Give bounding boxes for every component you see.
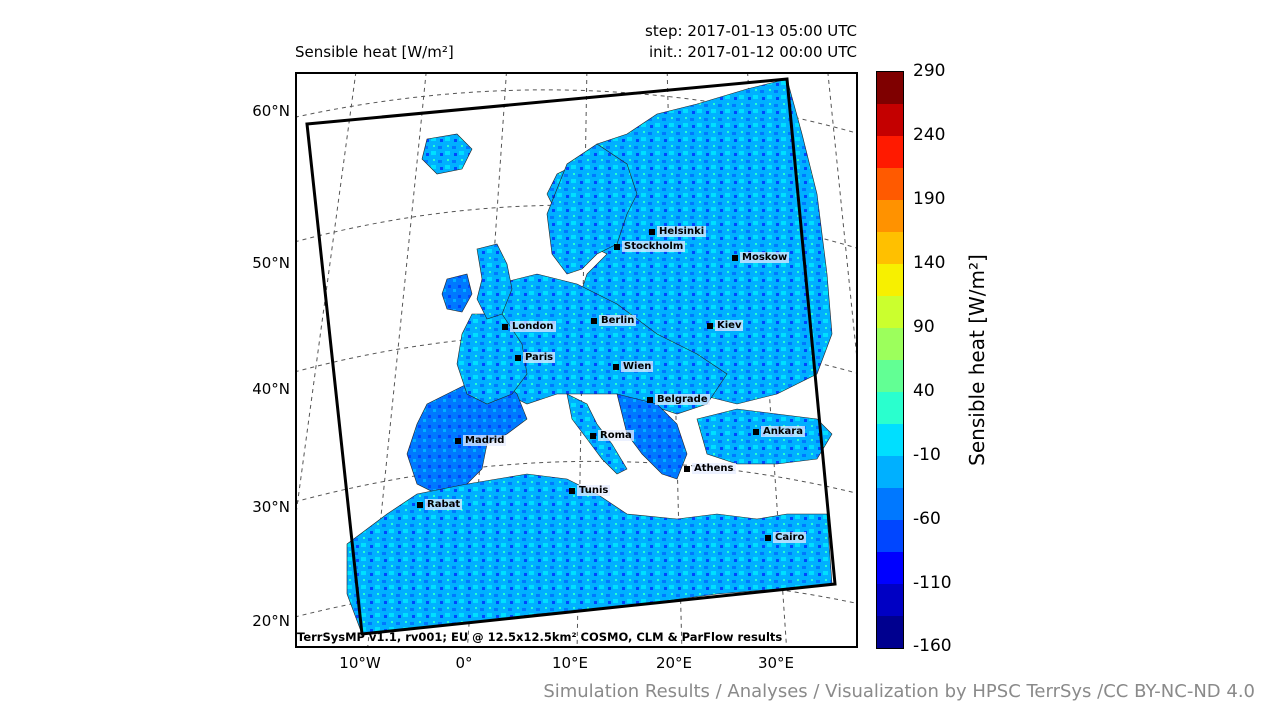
colorbar-segment (877, 104, 903, 136)
credit-line: Simulation Results / Analyses / Visualiz… (543, 681, 1255, 702)
city-marker-wien[interactable]: Wien (613, 361, 654, 373)
step-timestamp: step: 2017-01-13 05:00 UTC (645, 22, 857, 40)
city-dot-icon (684, 465, 690, 472)
city-marker-helsinki[interactable]: Helsinki (649, 226, 707, 238)
city-marker-moskow[interactable]: Moskow (732, 252, 790, 264)
city-marker-roma[interactable]: Roma (590, 430, 634, 442)
city-marker-stockholm[interactable]: Stockholm (614, 241, 686, 253)
colorbar-segment (877, 296, 903, 328)
city-dot-icon (732, 254, 738, 261)
colorbar-segment (877, 72, 903, 104)
city-marker-tunis[interactable]: Tunis (569, 485, 611, 497)
city-marker-rabat[interactable]: Rabat (417, 499, 463, 511)
colorbar-segment (877, 552, 903, 584)
lon-label-30e: 30°E (757, 654, 795, 672)
city-marker-athens[interactable]: Athens (684, 463, 736, 475)
colorbar (876, 71, 904, 649)
city-dot-icon (649, 228, 655, 235)
city-marker-kiev[interactable]: Kiev (707, 320, 744, 332)
city-dot-icon (613, 363, 619, 370)
map-title: Sensible heat [W/m²] (295, 43, 454, 61)
colorbar-segment (877, 520, 903, 552)
lon-label-10w: 10°W (339, 654, 381, 672)
city-dot-icon (591, 317, 597, 324)
city-marker-berlin[interactable]: Berlin (591, 315, 637, 327)
colorbar-segment (877, 360, 903, 392)
city-dot-icon (590, 432, 596, 439)
colorbar-tick: 290 (913, 61, 946, 81)
colorbar-tick: -110 (913, 573, 952, 593)
colorbar-segment (877, 200, 903, 232)
city-dot-icon (707, 322, 713, 329)
city-marker-belgrade[interactable]: Belgrade (647, 394, 710, 406)
city-marker-cairo[interactable]: Cairo (765, 532, 807, 544)
colorbar-segment (877, 456, 903, 488)
colorbar-segment (877, 488, 903, 520)
land-field (346, 78, 833, 635)
map-panel[interactable]: Helsinki Stockholm Moskow London Berlin … (295, 72, 858, 648)
lat-label-30: 30°N (252, 498, 290, 516)
colorbar-segment (877, 392, 903, 424)
lon-label-10e: 10°E (551, 654, 589, 672)
domain-boundary (305, 77, 837, 636)
colorbar-segment (877, 136, 903, 168)
lat-label-40: 40°N (252, 380, 290, 398)
lat-label-60: 60°N (252, 102, 290, 120)
colorbar-tick: 190 (913, 189, 946, 209)
colorbar-segment (877, 616, 903, 648)
city-marker-london[interactable]: London (502, 321, 556, 333)
city-dot-icon (455, 437, 461, 444)
city-dot-icon (753, 428, 759, 435)
city-dot-icon (417, 501, 423, 508)
init-timestamp: init.: 2017-01-12 00:00 UTC (649, 43, 857, 61)
city-dot-icon (515, 354, 521, 361)
city-marker-ankara[interactable]: Ankara (753, 426, 805, 438)
city-dot-icon (647, 396, 653, 403)
colorbar-tick: 90 (913, 317, 935, 337)
colorbar-tick: 240 (913, 125, 946, 145)
colorbar-segment (877, 168, 903, 200)
colorbar-segment (877, 232, 903, 264)
colorbar-segment (877, 328, 903, 360)
city-dot-icon (614, 243, 620, 250)
city-dot-icon (502, 323, 508, 330)
city-marker-madrid[interactable]: Madrid (455, 435, 507, 447)
colorbar-segment (877, 424, 903, 456)
sensible-heat-field (297, 74, 856, 646)
lon-label-0: 0° (455, 654, 473, 672)
colorbar-segment (877, 264, 903, 296)
colorbar-segment (877, 584, 903, 616)
colorbar-tick: 40 (913, 381, 935, 401)
colorbar-title: Sensible heat [W/m²] (965, 254, 989, 466)
city-dot-icon (569, 487, 575, 494)
colorbar-tick: 140 (913, 253, 946, 273)
lat-label-20: 20°N (252, 612, 290, 630)
colorbar-tick: -160 (913, 636, 952, 656)
lat-label-50: 50°N (252, 254, 290, 272)
colorbar-tick: -60 (913, 509, 941, 529)
model-footer: TerrSysMP v1.1, rv001; EU @ 12.5x12.5km²… (297, 630, 783, 644)
city-marker-paris[interactable]: Paris (515, 352, 556, 364)
colorbar-tick: -10 (913, 445, 941, 465)
city-dot-icon (765, 534, 771, 541)
lon-label-20e: 20°E (655, 654, 693, 672)
